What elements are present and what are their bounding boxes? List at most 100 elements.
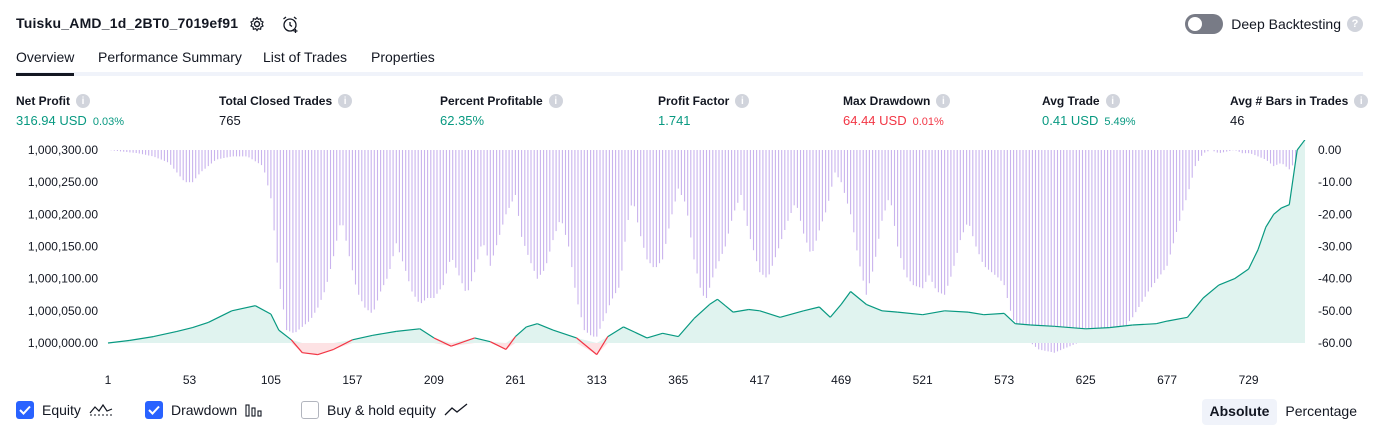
x-axis-tick-label: 573 (994, 373, 1014, 387)
equity-line-segment (433, 337, 452, 347)
left-axis-tick-label: 1,000,100.00 (28, 272, 98, 286)
equity-line-segment (1257, 227, 1267, 250)
equity-line-segment (372, 330, 397, 336)
x-axis-tick-label: 261 (505, 373, 525, 387)
info-icon[interactable]: i (1354, 94, 1369, 108)
equity-line-segment (646, 332, 663, 339)
equity-line-segment (840, 291, 852, 305)
drawdown-checkbox[interactable] (145, 401, 163, 419)
equity-line-segment (333, 339, 353, 350)
left-axis-tick-label: 1,000,150.00 (28, 240, 98, 254)
equity-line-segment (1296, 140, 1306, 151)
equity-line-segment (881, 310, 898, 313)
x-axis-tick-label: 625 (1076, 373, 1096, 387)
tab-list-of-trades[interactable]: List of Trades (263, 49, 348, 65)
x-axis-tick-label: 677 (1157, 373, 1177, 387)
info-icon[interactable]: i (735, 94, 750, 108)
metric-value: 765 (219, 113, 241, 128)
equity-line-segment (192, 321, 209, 329)
equity-line-segment (1234, 268, 1249, 280)
metric-percent-profitable: Percent Profitable i 62.35% (440, 94, 563, 128)
equity-line-segment (596, 336, 609, 355)
equity-line-segment (255, 305, 272, 315)
metric-net-profit: Net Profit i 316.94 USD 0.03% (16, 94, 124, 128)
equity-line-segment (1166, 316, 1188, 322)
equity-line-segment (850, 291, 867, 305)
metric-value: 1.741 (658, 113, 691, 128)
settings-icon[interactable] (246, 13, 268, 35)
buy-hold-checkbox-row[interactable]: Buy & hold equity (301, 401, 468, 419)
tab-overview[interactable]: Overview (16, 49, 75, 76)
percentage-button[interactable]: Percentage (1285, 403, 1357, 419)
equity-line-segment (748, 308, 760, 312)
equity-line-segment (693, 303, 711, 320)
info-icon[interactable]: i (936, 94, 951, 108)
equity-line-segment (1273, 207, 1282, 215)
drawdown-bars (110, 150, 1303, 353)
absolute-button[interactable]: Absolute (1201, 399, 1278, 425)
equity-checkbox-row[interactable]: Equity (16, 401, 113, 419)
tab-properties[interactable]: Properties (371, 49, 435, 65)
help-icon[interactable]: ? (1347, 16, 1363, 32)
equity-line-segment (866, 303, 883, 312)
tab-performance-summary[interactable]: Performance Summary (98, 49, 242, 65)
equity-line-segment (107, 339, 130, 344)
report-header: Tuisku_AMD_1d_2BT0_7019ef91 Deep Backtes… (16, 11, 1363, 39)
metric-profit-factor: Profit Factor i 1.741 (658, 94, 750, 128)
equity-line-segment (302, 352, 318, 356)
equity-line-segment (1054, 325, 1086, 330)
info-icon[interactable]: i (338, 94, 353, 108)
equity-line-segment (576, 337, 598, 356)
metric-max-drawdown: Max Drawdown i 64.44 USD 0.01% (843, 94, 951, 128)
metric-value: 0.41 USD (1042, 113, 1099, 128)
info-icon[interactable]: i (76, 94, 90, 108)
right-axis-tick-label: -20.00 (1318, 207, 1352, 221)
buy-hold-label: Buy & hold equity (327, 402, 436, 418)
x-axis-tick-label: 521 (913, 373, 933, 387)
deep-backtesting-toggle[interactable] (1185, 14, 1224, 34)
x-axis-tick-label: 469 (831, 373, 851, 387)
metric-label: Max Drawdown (843, 94, 931, 108)
x-axis-tick-label: 105 (261, 373, 281, 387)
equity-line-segment (1030, 324, 1055, 327)
x-axis-tick-label: 729 (1239, 373, 1259, 387)
chart-controls: Equity Drawdown Buy & hold equity Absolu… (16, 399, 1365, 425)
equity-line-segment (779, 310, 804, 318)
equity-checkbox[interactable] (16, 401, 34, 419)
right-axis-tick-label: -50.00 (1318, 304, 1352, 318)
equity-line-segment (677, 318, 695, 337)
drawdown-bars-icon (245, 402, 265, 418)
equity-drawdown-chart[interactable]: 1,000,000.00 1,000,050.00 1,000,100.00 1,00… (0, 140, 1379, 390)
strategy-name: Tuisku_AMD_1d_2BT0_7019ef91 (16, 15, 239, 31)
equity-line-segment (818, 306, 831, 318)
left-axis: 1,000,000.00 1,000,050.00 1,000,100.00 1,00… (28, 143, 98, 350)
add-alert-icon[interactable] (279, 13, 301, 35)
equity-line-segment (515, 326, 527, 338)
info-icon[interactable]: i (1105, 94, 1120, 108)
right-axis: 0.00 -10.00 -20.00 -30.00 -40.00 -50.00 -60.00 (1318, 143, 1352, 350)
buy-hold-checkbox[interactable] (301, 401, 319, 419)
metric-value: 46 (1230, 113, 1245, 128)
equity-line-segment (724, 305, 734, 313)
right-axis-tick-label: -40.00 (1318, 272, 1352, 286)
equity-line-segment (1085, 327, 1110, 330)
equity-line-segment (505, 336, 516, 350)
scale-toggle: Absolute Percentage (1201, 399, 1366, 425)
right-axis-tick-label: 0.00 (1318, 143, 1342, 157)
drawdown-label: Drawdown (171, 402, 238, 418)
drawdown-checkbox-row[interactable]: Drawdown (145, 401, 265, 419)
equity-line-segment (803, 306, 820, 312)
metric-value: 62.35% (440, 113, 485, 128)
right-axis-tick-label: -60.00 (1318, 336, 1352, 350)
info-icon[interactable]: i (548, 94, 563, 108)
equity-line-segment (270, 313, 280, 331)
left-axis-tick-label: 1,000,000.00 (28, 336, 98, 350)
equity-label: Equity (42, 402, 81, 418)
metric-label: Avg Trade (1042, 94, 1100, 108)
equity-line-segment (1015, 323, 1031, 326)
equity-line-segment (662, 332, 679, 338)
x-axis-tick-label: 1 (105, 373, 112, 387)
equity-line-segment (208, 310, 233, 323)
equity-line-segment (759, 310, 781, 318)
equity-line-segment (607, 326, 624, 338)
